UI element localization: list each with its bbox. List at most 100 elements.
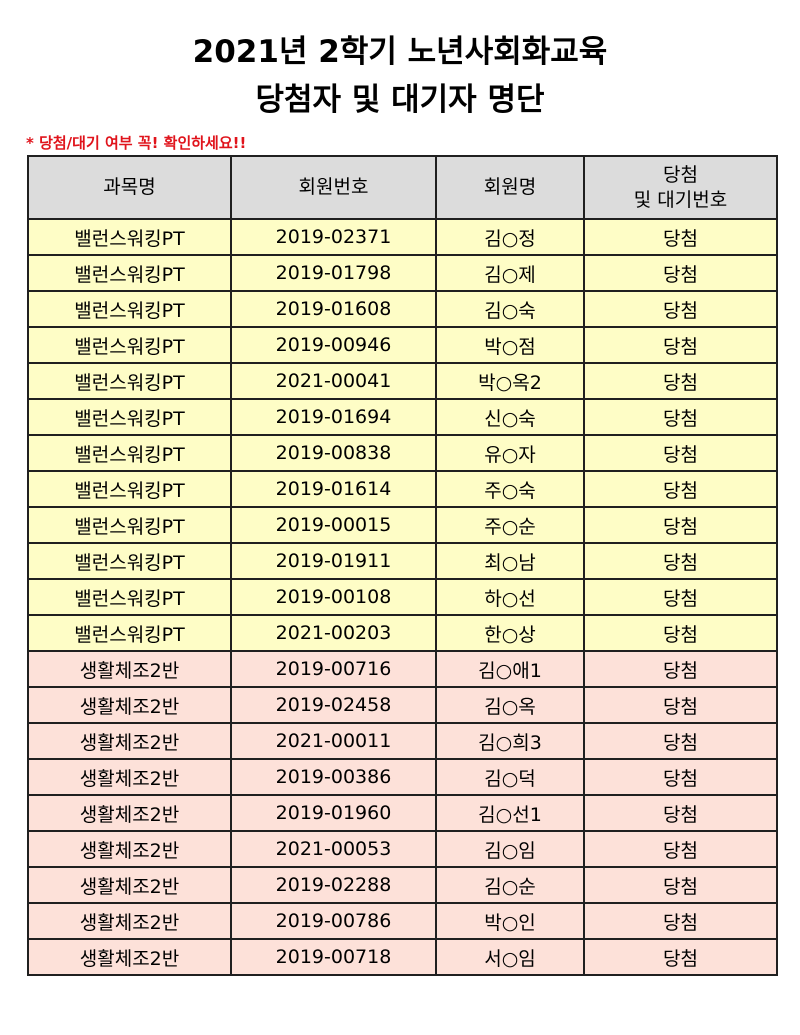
col-header-status-line1: 당첨 <box>663 163 698 186</box>
cell-member-no: 2019-00015 <box>230 506 437 544</box>
table-row: 밸런스워킹PT 2019-01798 김○제 당첨 <box>27 254 778 292</box>
page-subtitle: 당첨자 및 대기자 명단 <box>255 82 545 118</box>
cell-member-name: 하○선 <box>435 578 585 616</box>
cell-status: 당첨 <box>583 290 778 328</box>
cell-member-name: 한○상 <box>435 614 585 652</box>
cell-member-no: 2019-02288 <box>230 866 437 904</box>
cell-member-name: 최○남 <box>435 542 585 580</box>
cell-course: 밸런스워킹PT <box>27 290 232 328</box>
table-row: 생활체조2반 2019-02288 김○순 당첨 <box>27 866 778 904</box>
cell-course: 밸런스워킹PT <box>27 506 232 544</box>
cell-status: 당첨 <box>583 326 778 364</box>
table-row: 밸런스워킹PT 2019-00015 주○순 당첨 <box>27 506 778 544</box>
col-header-course: 과목명 <box>27 155 232 220</box>
col-header-status-line2: 및 대기번호 <box>633 188 728 211</box>
cell-member-no: 2019-00786 <box>230 902 437 940</box>
table-row: 밸런스워킹PT 2019-01608 김○숙 당첨 <box>27 290 778 328</box>
cell-course: 밸런스워킹PT <box>27 470 232 508</box>
table-row: 밸런스워킹PT 2019-01911 최○남 당첨 <box>27 542 778 580</box>
table-row: 밸런스워킹PT 2019-01614 주○숙 당첨 <box>27 470 778 508</box>
cell-member-no: 2019-00838 <box>230 434 437 472</box>
cell-member-no: 2021-00011 <box>230 722 437 760</box>
col-header-member-no: 회원번호 <box>230 155 437 220</box>
cell-status: 당첨 <box>583 686 778 724</box>
cell-status: 당첨 <box>583 218 778 256</box>
col-header-member-name: 회원명 <box>435 155 585 220</box>
table-row: 밸런스워킹PT 2019-01694 신○숙 당첨 <box>27 398 778 436</box>
cell-course: 생활체조2반 <box>27 938 232 976</box>
cell-course: 생활체조2반 <box>27 866 232 904</box>
cell-status: 당첨 <box>583 398 778 436</box>
cell-member-no: 2019-00386 <box>230 758 437 796</box>
cell-course: 밸런스워킹PT <box>27 542 232 580</box>
cell-member-name: 김○제 <box>435 254 585 292</box>
cell-member-name: 박○점 <box>435 326 585 364</box>
cell-member-name: 김○옥 <box>435 686 585 724</box>
col-header-status: 당첨 및 대기번호 <box>583 155 778 220</box>
cell-status: 당첨 <box>583 722 778 760</box>
cell-status: 당첨 <box>583 758 778 796</box>
cell-member-name: 김○선1 <box>435 794 585 832</box>
cell-member-no: 2019-00108 <box>230 578 437 616</box>
cell-member-name: 김○희3 <box>435 722 585 760</box>
cell-member-no: 2019-01798 <box>230 254 437 292</box>
cell-course: 생활체조2반 <box>27 794 232 832</box>
cell-status: 당첨 <box>583 470 778 508</box>
cell-course: 밸런스워킹PT <box>27 326 232 364</box>
cell-member-no: 2021-00203 <box>230 614 437 652</box>
cell-status: 당첨 <box>583 254 778 292</box>
table-row: 생활체조2반 2019-00718 서○임 당첨 <box>27 938 778 976</box>
cell-course: 밸런스워킹PT <box>27 254 232 292</box>
cell-course: 밸런스워킹PT <box>27 218 232 256</box>
page-title: 2021년 2학기 노년사회화교육 <box>192 34 608 70</box>
cell-member-name: 김○애1 <box>435 650 585 688</box>
roster-table: 과목명 회원번호 회원명 당첨 및 대기번호 밸런스워킹PT 2019-02371… <box>27 155 778 976</box>
cell-course: 생활체조2반 <box>27 722 232 760</box>
cell-member-no: 2019-01608 <box>230 290 437 328</box>
cell-member-no: 2019-01614 <box>230 470 437 508</box>
table-row: 생활체조2반 2021-00053 김○임 당첨 <box>27 830 778 868</box>
table-row: 생활체조2반 2021-00011 김○희3 당첨 <box>27 722 778 760</box>
table-row: 밸런스워킹PT 2021-00041 박○옥2 당첨 <box>27 362 778 400</box>
table-body: 밸런스워킹PT 2019-02371 김○정 당첨 밸런스워킹PT 2019-01798 김… <box>27 218 778 976</box>
cell-member-no: 2021-00041 <box>230 362 437 400</box>
table-row: 밸런스워킹PT 2019-00838 유○자 당첨 <box>27 434 778 472</box>
table-row: 밸런스워킹PT 2019-00946 박○점 당첨 <box>27 326 778 364</box>
cell-status: 당첨 <box>583 794 778 832</box>
cell-member-no: 2019-00718 <box>230 938 437 976</box>
cell-status: 당첨 <box>583 866 778 904</box>
cell-member-name: 주○순 <box>435 506 585 544</box>
cell-course: 생활체조2반 <box>27 686 232 724</box>
table-row: 생활체조2반 2019-02458 김○옥 당첨 <box>27 686 778 724</box>
notice-text: * 당첨/대기 여부 꼭! 확인하세요!! <box>26 134 247 152</box>
cell-member-no: 2019-01694 <box>230 398 437 436</box>
cell-course: 생활체조2반 <box>27 650 232 688</box>
cell-member-no: 2019-00716 <box>230 650 437 688</box>
table-row: 생활체조2반 2019-00716 김○애1 당첨 <box>27 650 778 688</box>
cell-member-name: 주○숙 <box>435 470 585 508</box>
table-row: 생활체조2반 2019-01960 김○선1 당첨 <box>27 794 778 832</box>
header-row: 과목명 회원번호 회원명 당첨 및 대기번호 <box>27 155 778 220</box>
cell-member-no: 2019-00946 <box>230 326 437 364</box>
cell-course: 생활체조2반 <box>27 830 232 868</box>
cell-member-name: 유○자 <box>435 434 585 472</box>
cell-member-name: 김○순 <box>435 866 585 904</box>
cell-status: 당첨 <box>583 542 778 580</box>
cell-status: 당첨 <box>583 506 778 544</box>
cell-member-name: 김○덕 <box>435 758 585 796</box>
cell-member-name: 김○임 <box>435 830 585 868</box>
table-row: 생활체조2반 2019-00386 김○덕 당첨 <box>27 758 778 796</box>
cell-member-no: 2019-02458 <box>230 686 437 724</box>
cell-status: 당첨 <box>583 830 778 868</box>
cell-member-name: 박○옥2 <box>435 362 585 400</box>
cell-status: 당첨 <box>583 362 778 400</box>
cell-member-no: 2021-00053 <box>230 830 437 868</box>
cell-member-name: 서○임 <box>435 938 585 976</box>
cell-member-name: 김○정 <box>435 218 585 256</box>
table-row: 밸런스워킹PT 2019-02371 김○정 당첨 <box>27 218 778 256</box>
cell-status: 당첨 <box>583 938 778 976</box>
cell-course: 밸런스워킹PT <box>27 434 232 472</box>
cell-course: 밸런스워킹PT <box>27 614 232 652</box>
cell-member-name: 박○인 <box>435 902 585 940</box>
cell-member-no: 2019-01960 <box>230 794 437 832</box>
